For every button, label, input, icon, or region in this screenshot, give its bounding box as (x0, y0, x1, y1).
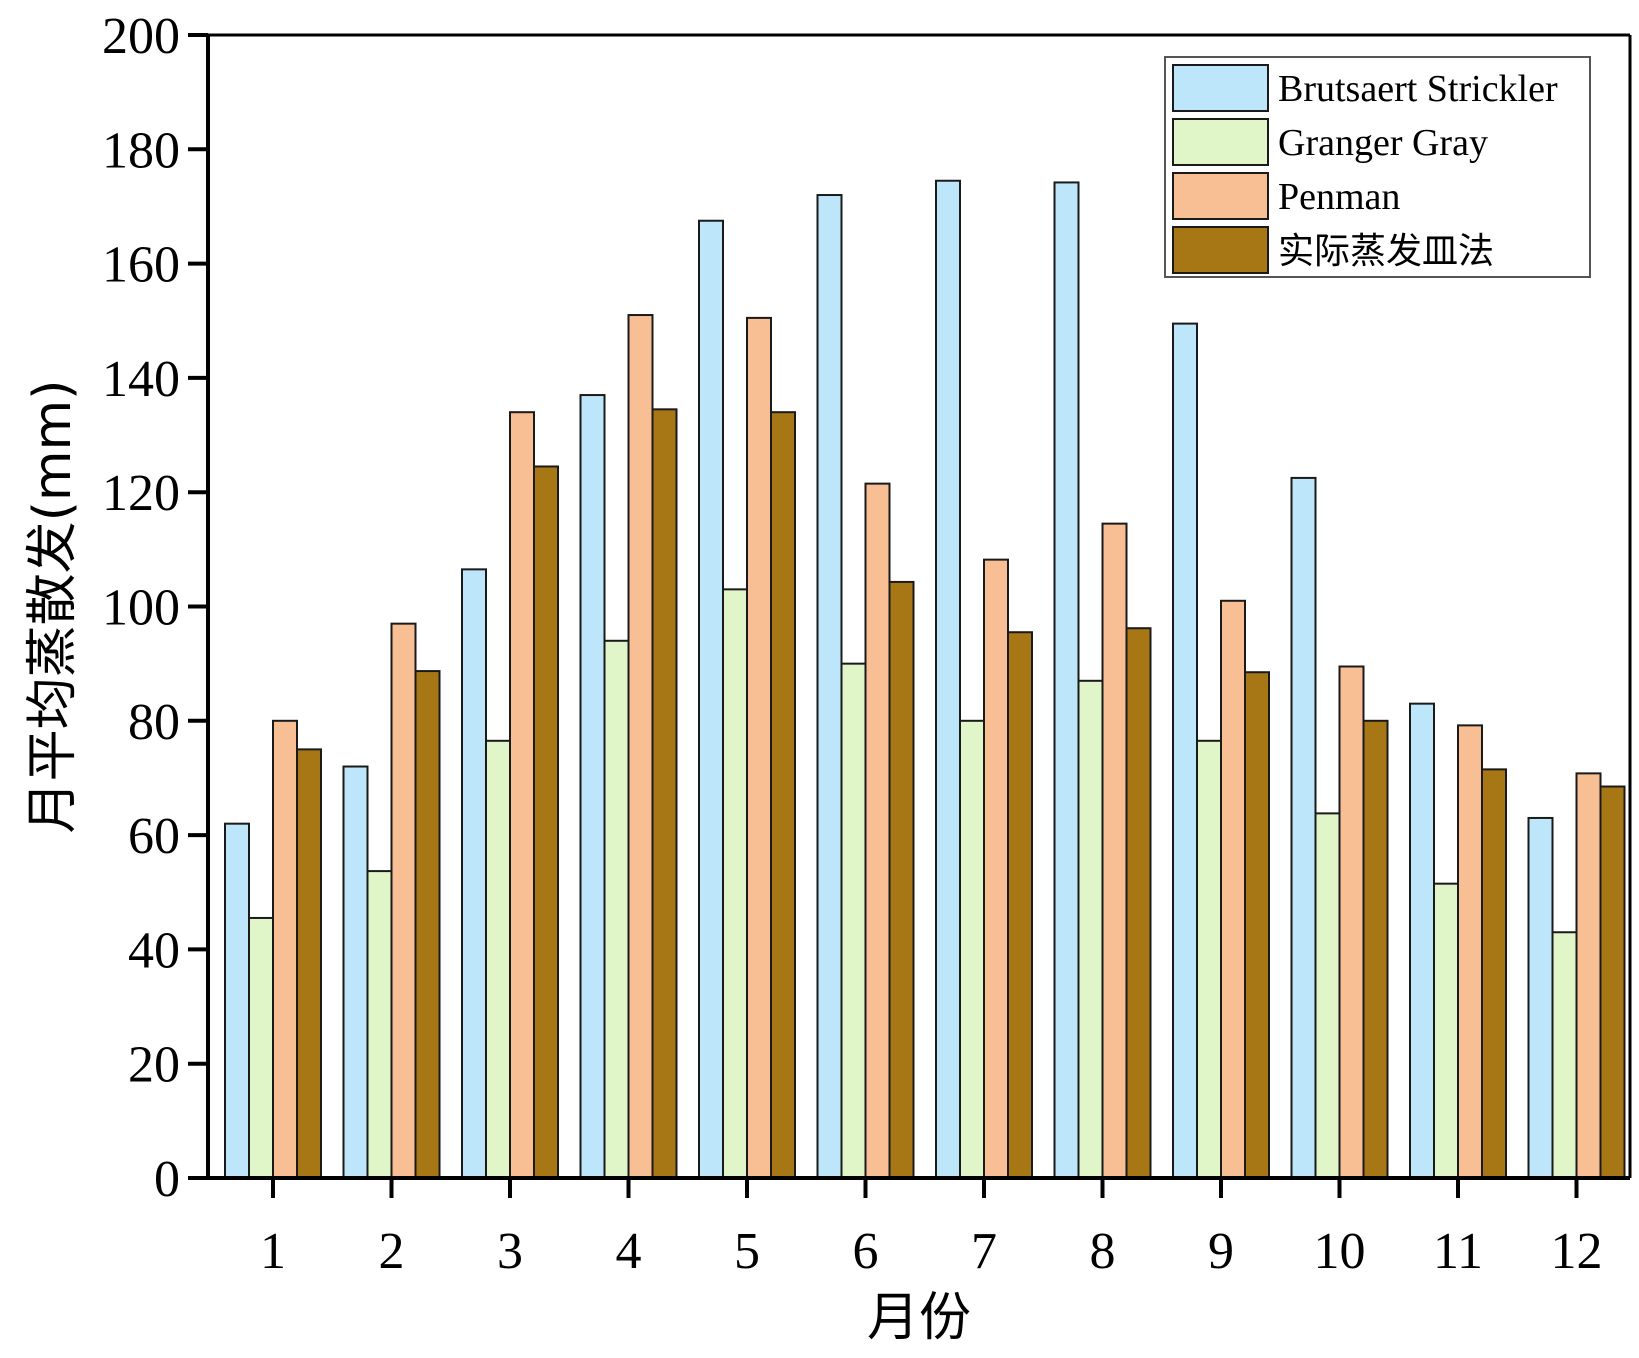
y-tick-label-160: 160 (102, 237, 180, 294)
bar-1-month-4 (579, 394, 606, 1180)
bars-layer (224, 179, 1626, 1180)
bar-4-month-7 (1007, 631, 1033, 1179)
bar-1-month-8 (1053, 181, 1080, 1179)
x-tick-label-4: 4 (616, 1223, 642, 1280)
x-tick-label-3: 3 (497, 1223, 523, 1280)
bar-4-month-2 (414, 670, 441, 1180)
bar-1-month-7 (935, 179, 961, 1180)
bar-4-month-3 (533, 465, 559, 1180)
bar-2-month-3 (485, 739, 511, 1179)
bar-2-month-4 (603, 639, 630, 1179)
legend-label-2: Granger Gray (1278, 122, 1488, 164)
bar-1-month-1 (224, 822, 250, 1179)
bar-1-month-10 (1290, 476, 1317, 1180)
y-tick-label-60: 60 (128, 808, 180, 865)
legend-label-1: Brutsaert Strickler (1278, 68, 1558, 110)
bar-2-month-11 (1433, 882, 1459, 1179)
bar-4-month-4 (651, 408, 678, 1179)
bar-1-month-9 (1172, 322, 1198, 1180)
bar-3-month-2 (390, 622, 417, 1179)
bar-4-month-9 (1244, 671, 1270, 1179)
bar-2-month-6 (840, 662, 867, 1179)
bar-3-month-10 (1338, 665, 1365, 1179)
bar-1-month-11 (1409, 702, 1435, 1180)
y-tick-label-180: 180 (102, 122, 180, 179)
bar-1-month-6 (816, 194, 843, 1179)
x-tick-label-5: 5 (734, 1223, 760, 1280)
bar-2-month-7 (959, 719, 985, 1179)
y-axis-title: 月平均蒸散发(mm) (23, 380, 83, 834)
x-tick-label-8: 8 (1090, 1223, 1116, 1280)
bar-2-month-2 (366, 870, 393, 1179)
bar-4-month-10 (1362, 719, 1389, 1179)
legend-swatch-4 (1172, 226, 1269, 274)
bar-2-month-9 (1196, 739, 1222, 1179)
bar-3-month-5 (746, 316, 772, 1179)
x-tick-label-9: 9 (1208, 1223, 1234, 1280)
legend-label-3: Penman (1278, 176, 1400, 218)
x-tick-label-2: 2 (379, 1223, 405, 1280)
bar-3-month-11 (1457, 724, 1483, 1179)
bar-2-month-12 (1551, 931, 1578, 1179)
bar-2-month-1 (248, 916, 274, 1180)
bar-3-month-6 (864, 482, 891, 1179)
x-tick-label-1: 1 (260, 1223, 286, 1280)
bar-3-month-12 (1575, 772, 1602, 1179)
bar-1-month-2 (342, 765, 369, 1180)
bar-2-month-10 (1314, 812, 1341, 1179)
bar-3-month-9 (1220, 599, 1246, 1179)
legend: Brutsaert Strickler Granger Gray Penman 实际蒸… (1164, 56, 1591, 278)
bar-4-month-12 (1599, 785, 1626, 1180)
x-tick-label-6: 6 (853, 1223, 879, 1280)
bar-4-month-1 (296, 748, 322, 1179)
bar-1-month-3 (461, 568, 487, 1179)
x-tick-label-7: 7 (971, 1223, 997, 1280)
y-tick-label-200: 200 (102, 8, 180, 65)
bar-3-month-3 (509, 411, 535, 1179)
bar-1-month-5 (698, 219, 724, 1180)
bar-3-month-8 (1101, 522, 1128, 1179)
y-tick-label-120: 120 (102, 465, 180, 522)
bar-4-month-8 (1125, 627, 1152, 1179)
legend-swatch-2 (1172, 118, 1269, 166)
x-tick-label-12: 12 (1551, 1223, 1603, 1280)
bar-4-month-6 (888, 580, 915, 1179)
x-tick-label-11: 11 (1433, 1223, 1483, 1280)
legend-swatch-1 (1172, 64, 1269, 112)
y-tick-label-20: 20 (128, 1037, 180, 1094)
bar-3-month-7 (983, 558, 1009, 1179)
bar-4-month-11 (1481, 768, 1507, 1179)
y-tick-label-0: 0 (154, 1151, 180, 1208)
x-axis-title: 月份 (867, 1288, 971, 1348)
y-tick-label-100: 100 (102, 580, 180, 637)
bar-2-month-5 (722, 588, 748, 1179)
legend-swatch-3 (1172, 172, 1269, 220)
y-tick-label-40: 40 (128, 922, 180, 979)
y-tick-label-80: 80 (128, 694, 180, 751)
y-tick-label-140: 140 (102, 351, 180, 408)
bar-3-month-4 (627, 314, 654, 1180)
x-tick-label-10: 10 (1314, 1223, 1366, 1280)
bar-4-month-5 (770, 411, 796, 1179)
bar-3-month-1 (272, 719, 298, 1179)
legend-label-4: 实际蒸发皿法 (1278, 231, 1494, 272)
bar-2-month-8 (1077, 679, 1104, 1179)
bar-1-month-12 (1527, 816, 1554, 1180)
